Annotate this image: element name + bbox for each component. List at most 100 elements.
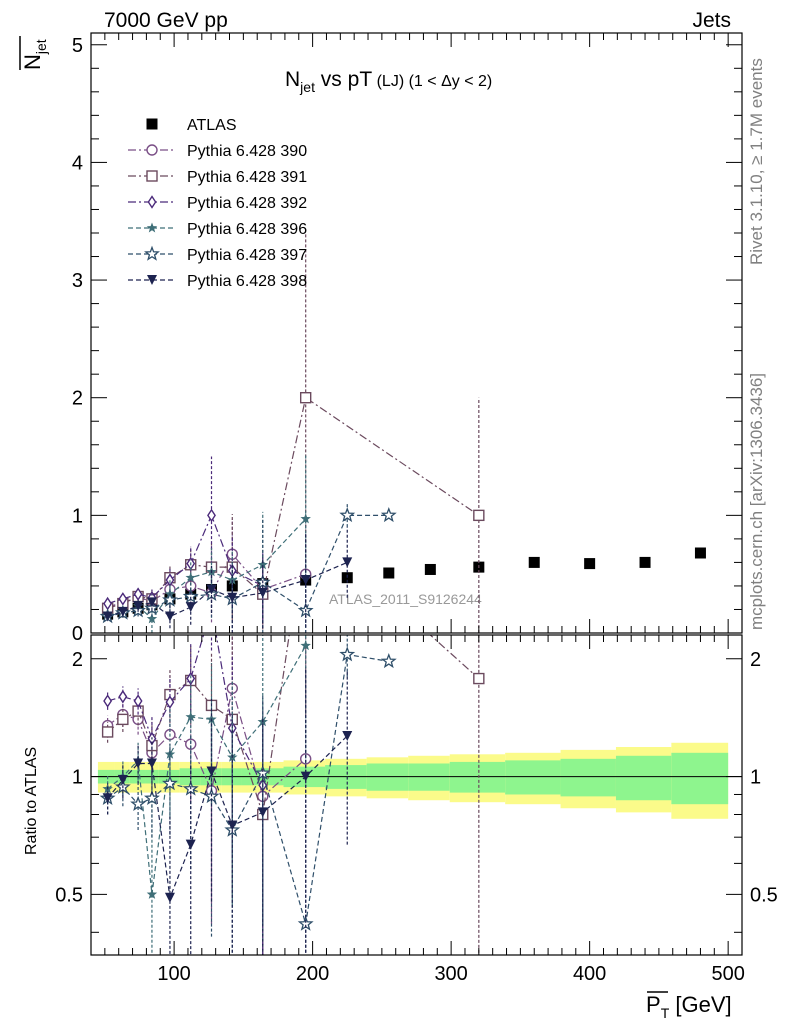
analysis-watermark: ATLAS_2011_S9126244: [329, 591, 482, 607]
ratio-series-2-line: [107, 635, 264, 786]
ratio-series-4-point: [162, 775, 178, 791]
top-series-6-point: [133, 600, 144, 611]
header-category: Jets: [692, 9, 731, 32]
xlabel-sub: T: [661, 1005, 670, 1021]
header-process: 7000 GeV pp: [104, 9, 228, 32]
ylabel-sub: jet: [33, 39, 49, 55]
ratio-series-5-point: [206, 766, 217, 777]
top-series-0-point: [528, 556, 540, 568]
x-tick-label: 100: [157, 963, 190, 985]
top-series-6-point: [342, 557, 353, 568]
ratio-series-5-point: [102, 793, 113, 804]
ratio-y-tick-label-right: 1: [750, 767, 761, 789]
ratio-band-inner: [560, 758, 616, 797]
title-sub: jet: [299, 79, 315, 95]
ratio-band-inner: [366, 763, 409, 791]
ratio-series-5-point: [300, 771, 311, 782]
ratio-y-axis-label: Ratio to ATLAS: [23, 747, 40, 855]
top-series-5-point: [380, 506, 397, 523]
top-series-0-point: [694, 547, 706, 559]
top-series-3-point: [133, 587, 143, 601]
ratio-band-inner: [449, 761, 506, 793]
ratio-series-group: [99, 635, 485, 955]
top-series-3-point: [118, 592, 128, 606]
ratio-series-5-point: [342, 730, 353, 741]
top-series-6-point: [227, 592, 238, 603]
top-series-6-point: [146, 597, 157, 608]
top-y-tick-label: 1: [72, 505, 83, 527]
svg-text:Njet: Njet: [20, 39, 49, 70]
axes-group: 100 200 300 400 500 0 1 2 3 4 5 0.5 0.5 1 1 2 2: [55, 32, 778, 985]
x-tick-label: 300: [434, 963, 467, 985]
title-mid: vs pT: [315, 68, 372, 91]
top-series-6-point: [102, 611, 113, 622]
ratio-series-4-point: [380, 652, 397, 669]
top-series-6-point: [300, 575, 311, 586]
top-y-tick-label: 3: [72, 270, 83, 292]
x-axis-label: PT [GeV]: [646, 991, 732, 1021]
ratio-y-tick-label-right: 2: [750, 649, 761, 671]
top-y-tick-label: 5: [72, 35, 83, 57]
ratio-series-5-point: [133, 758, 144, 769]
xlabel-main: P: [646, 992, 661, 1017]
ratio-series-2-point: [165, 695, 175, 709]
top-series-4-point: [227, 574, 238, 585]
title-main: N: [285, 68, 300, 91]
ratio-series-5-point: [164, 892, 175, 903]
ratio-series-2-point: [103, 694, 113, 708]
legend-marker: [146, 144, 158, 156]
ratio-series-0-point: [299, 753, 312, 765]
ratio-series-3-point: [185, 711, 196, 722]
ratio-series-5-point: [257, 807, 268, 818]
ratio-series-5-point: [185, 839, 196, 850]
plot-title: Njet vs pT (LJ) (1 < Δy < 2): [285, 68, 492, 95]
legend-label: ATLAS: [187, 117, 237, 134]
xlabel-unit: [GeV]: [669, 992, 731, 1017]
ratio-band-inner: [505, 760, 561, 795]
x-tick-label: 400: [573, 963, 606, 985]
top-series-0-point: [639, 556, 651, 568]
ratio-series-3-line: [107, 645, 307, 895]
ratio-band-inner: [615, 755, 672, 801]
top-series-6-point: [185, 602, 196, 613]
ratio-y-tick-label: 1: [72, 767, 83, 789]
ratio-series-2-point: [133, 694, 143, 708]
top-series-6-point: [117, 606, 128, 617]
top-series-2-point: [473, 509, 485, 522]
top-series-5-point: [162, 591, 178, 607]
ratio-y-tick-label: 0.5: [55, 884, 83, 906]
ratio-series-4-point: [130, 795, 147, 811]
top-y-tick-label: 2: [72, 388, 83, 410]
ratio-band-group: [91, 742, 742, 819]
ratio-series-3-point: [300, 640, 311, 651]
legend-marker: [144, 245, 160, 261]
ylabel-main: N: [20, 54, 45, 70]
top-series-4-point: [300, 513, 311, 524]
top-series-4-point: [257, 559, 268, 570]
top-y-axis-label: Njet: [19, 36, 49, 70]
top-panel-frame: [90, 32, 743, 634]
top-series-5-point: [339, 506, 356, 523]
top-series-0-point: [383, 567, 395, 579]
top-series-0-point: [424, 563, 436, 575]
top-y-tick-label: 0: [72, 623, 83, 645]
legend-marker: [147, 275, 157, 285]
mcplots-reference-label: mcplots.cern.ch [arXiv:1306.3436]: [747, 373, 766, 630]
top-series-3-point: [207, 508, 216, 523]
ratio-series-1-point: [101, 726, 114, 738]
ratio-series-1-point: [117, 713, 129, 726]
legend-label: Pythia 6.428 396: [187, 221, 307, 238]
legend-marker: [146, 222, 158, 233]
legend-label: Pythia 6.428 390: [187, 143, 307, 160]
ratio-series-4-line: [107, 653, 389, 925]
top-series-6-point: [164, 611, 175, 622]
legend-marker: [147, 195, 157, 209]
top-y-tick-label: 4: [72, 152, 83, 174]
ratio-series-4-point: [339, 646, 356, 662]
x-tick-label: 500: [711, 963, 744, 985]
legend-label: Pythia 6.428 397: [187, 247, 307, 264]
ratio-series-2-point: [186, 671, 196, 686]
title-small: (LJ) (1 < Δy < 2): [372, 73, 492, 90]
top-series-2-point: [299, 392, 312, 404]
